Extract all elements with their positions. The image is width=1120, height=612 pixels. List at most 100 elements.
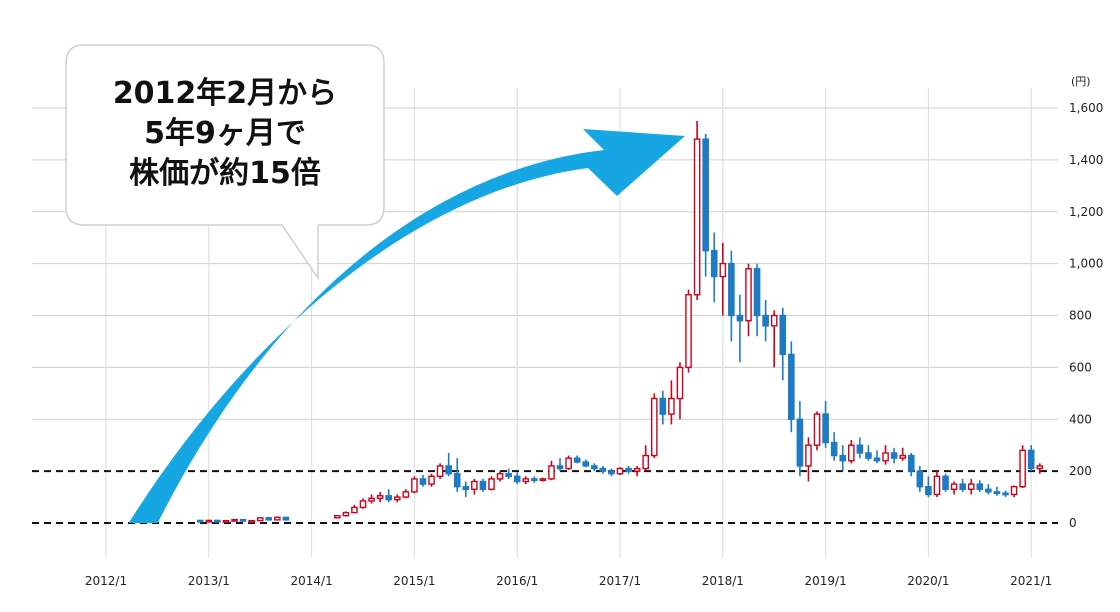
- candle: [950, 481, 958, 495]
- candle-body-up: [616, 467, 624, 475]
- candle-body-up: [950, 483, 958, 490]
- candle-body-down: [728, 262, 735, 317]
- candle: [411, 476, 418, 494]
- candle-body-down: [445, 465, 452, 475]
- candle: [967, 478, 975, 495]
- callout-bubble: [65, 44, 385, 281]
- candle: [959, 478, 966, 492]
- candle: [376, 491, 384, 503]
- candle: [471, 478, 478, 495]
- candle: [805, 437, 812, 482]
- candle-body-up: [642, 454, 649, 470]
- candle: [976, 480, 984, 492]
- candle-body-down: [865, 452, 872, 459]
- candle-body-down: [788, 353, 795, 420]
- candle-body-up: [436, 465, 444, 478]
- candles: [196, 120, 1044, 523]
- candle-body-up: [205, 519, 213, 523]
- y-tick-label: 0: [1069, 516, 1077, 530]
- candle: [393, 494, 401, 503]
- candle: [625, 465, 632, 474]
- candle-body-down: [573, 457, 581, 463]
- candle: [1036, 463, 1044, 474]
- y-tick-label: 800: [1069, 309, 1092, 323]
- candle-body-up: [685, 294, 692, 369]
- x-tick-label: 2012/1: [85, 574, 127, 588]
- candle: [985, 484, 992, 495]
- candle: [359, 498, 367, 509]
- candle: [205, 519, 213, 523]
- candle-body-down: [591, 465, 598, 470]
- candle: [265, 516, 273, 521]
- candle: [565, 455, 572, 470]
- candle: [531, 476, 538, 483]
- candle: [591, 463, 598, 472]
- x-tick-label: 2019/1: [804, 574, 846, 588]
- candle: [753, 263, 761, 337]
- candle-body-up: [359, 500, 367, 509]
- candle-body-down: [513, 475, 521, 483]
- candle: [916, 465, 924, 492]
- candle: [702, 133, 709, 277]
- candle-body-up: [368, 497, 375, 502]
- candle-body-down: [479, 480, 487, 490]
- candle: [642, 445, 649, 472]
- candle: [1019, 445, 1026, 488]
- x-tick-label: 2015/1: [393, 574, 435, 588]
- candle-body-down: [736, 314, 744, 322]
- candle: [770, 310, 778, 368]
- x-tick-label: 2014/1: [290, 574, 332, 588]
- candle: [762, 299, 769, 342]
- candle: [351, 504, 358, 514]
- candle-body-up: [882, 452, 889, 462]
- candle-body-down: [531, 478, 538, 482]
- candle: [556, 458, 564, 472]
- candle: [993, 486, 1001, 496]
- candle-body-up: [231, 518, 238, 522]
- candle-body-down: [993, 491, 1001, 495]
- candle-body-down: [462, 485, 470, 490]
- candle-body-down: [659, 397, 667, 415]
- x-tick-label: 2018/1: [702, 574, 744, 588]
- candle: [282, 516, 290, 521]
- y-tick-label: 1,000: [1069, 257, 1103, 271]
- candle: [719, 242, 727, 316]
- candle-body-down: [890, 452, 898, 459]
- candle-body-up: [693, 138, 701, 296]
- candle: [839, 445, 847, 472]
- candle: [685, 289, 692, 373]
- candle-body-up: [813, 413, 821, 446]
- candle: [830, 432, 838, 461]
- candle: [479, 478, 487, 492]
- candle-body-down: [856, 444, 864, 454]
- candle: [385, 489, 393, 503]
- candle: [548, 460, 555, 481]
- candle-body-up: [256, 517, 264, 522]
- x-tick-label: 2020/1: [907, 574, 949, 588]
- candle: [334, 515, 341, 519]
- candle: [599, 465, 607, 474]
- candle: [488, 476, 495, 491]
- candle-body-down: [942, 475, 949, 490]
- candle: [882, 445, 889, 465]
- candle-body-down: [830, 441, 838, 457]
- candle-body-down: [822, 413, 829, 444]
- candle: [342, 511, 350, 517]
- x-tick-label: 2013/1: [188, 574, 230, 588]
- x-tick-label: 2016/1: [496, 574, 538, 588]
- candle: [788, 341, 795, 433]
- candle-body-up: [496, 473, 504, 480]
- candle: [453, 458, 461, 492]
- candle: [436, 463, 444, 479]
- candle-body-down: [625, 467, 632, 472]
- candle-body-down: [959, 483, 966, 490]
- x-axis: 2012/1 2013/1 2014/1 2015/1 2016/1 2017/1 2018…: [85, 574, 1052, 588]
- candle-body-up: [848, 444, 855, 462]
- candle: [445, 452, 452, 477]
- candle: [668, 380, 675, 425]
- candle-body-up: [565, 457, 572, 470]
- candle-body-down: [265, 517, 273, 521]
- candle: [402, 489, 410, 499]
